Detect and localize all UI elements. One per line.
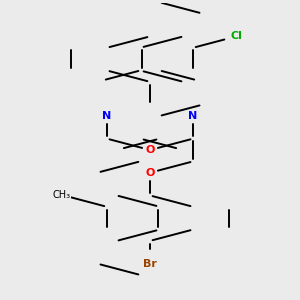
Text: CH₃: CH₃: [52, 190, 70, 200]
Text: N: N: [188, 111, 198, 121]
Text: O: O: [145, 168, 155, 178]
Text: Cl: Cl: [230, 32, 242, 41]
Text: Br: Br: [143, 259, 157, 269]
Text: N: N: [102, 111, 112, 121]
Text: O: O: [145, 145, 155, 155]
